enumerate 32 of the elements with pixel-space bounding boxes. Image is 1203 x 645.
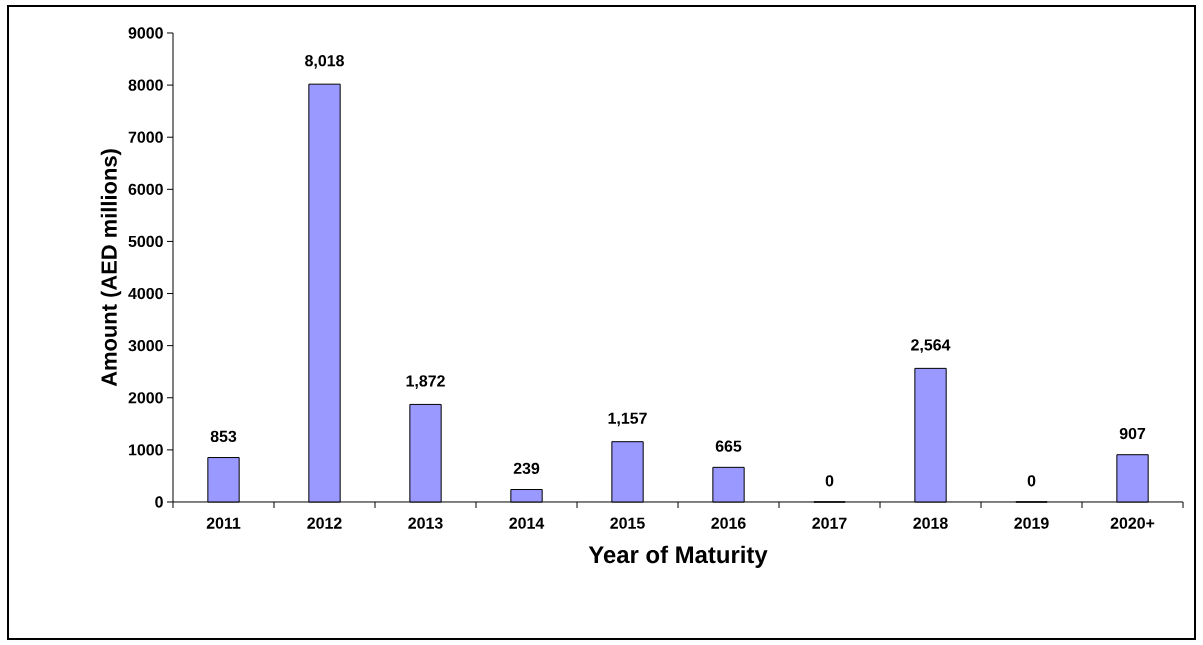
y-tick-label: 5000	[128, 235, 163, 248]
x-tick-label: 2017	[812, 517, 847, 529]
y-tick-label: 2000	[128, 392, 163, 404]
data-label: 239	[513, 462, 540, 474]
x-tick-label: 2019	[1014, 517, 1049, 529]
data-label: 1,872	[406, 375, 445, 389]
y-tick-label: 0	[155, 496, 163, 508]
y-tick-label: 9000	[128, 27, 163, 39]
data-label: 853	[210, 430, 237, 443]
y-tick-label: 8000	[128, 79, 163, 91]
y-tick-label: 6000	[128, 183, 163, 195]
data-label: 907	[1119, 427, 1146, 440]
y-tick-label: 1000	[129, 444, 163, 456]
data-label: 665	[715, 440, 742, 452]
y-tick-label: 4000	[128, 287, 163, 300]
x-tick-label: 2016	[711, 517, 746, 529]
x-tick-label: 2011	[206, 517, 241, 529]
x-tick-label: 2012	[307, 517, 342, 529]
y-axis-title: Amount (AED millions)	[100, 149, 122, 387]
data-label: 1,157	[608, 412, 647, 427]
y-tick-label: 3000	[128, 340, 163, 352]
y-tick-label: 7000	[128, 131, 163, 143]
x-tick-label: 2014	[509, 517, 545, 529]
data-label: 0	[825, 475, 834, 487]
data-label: 0	[1027, 475, 1036, 487]
x-axis-title: Year of Maturity	[588, 545, 768, 568]
data-label: 2,564	[911, 339, 951, 353]
x-tick-label: 2015	[610, 517, 645, 529]
x-tick-label: 2013	[408, 517, 443, 529]
data-label: 8,018	[305, 55, 344, 69]
x-tick-label: 2018	[913, 517, 948, 529]
x-tick-label: 2020+	[1110, 517, 1155, 529]
